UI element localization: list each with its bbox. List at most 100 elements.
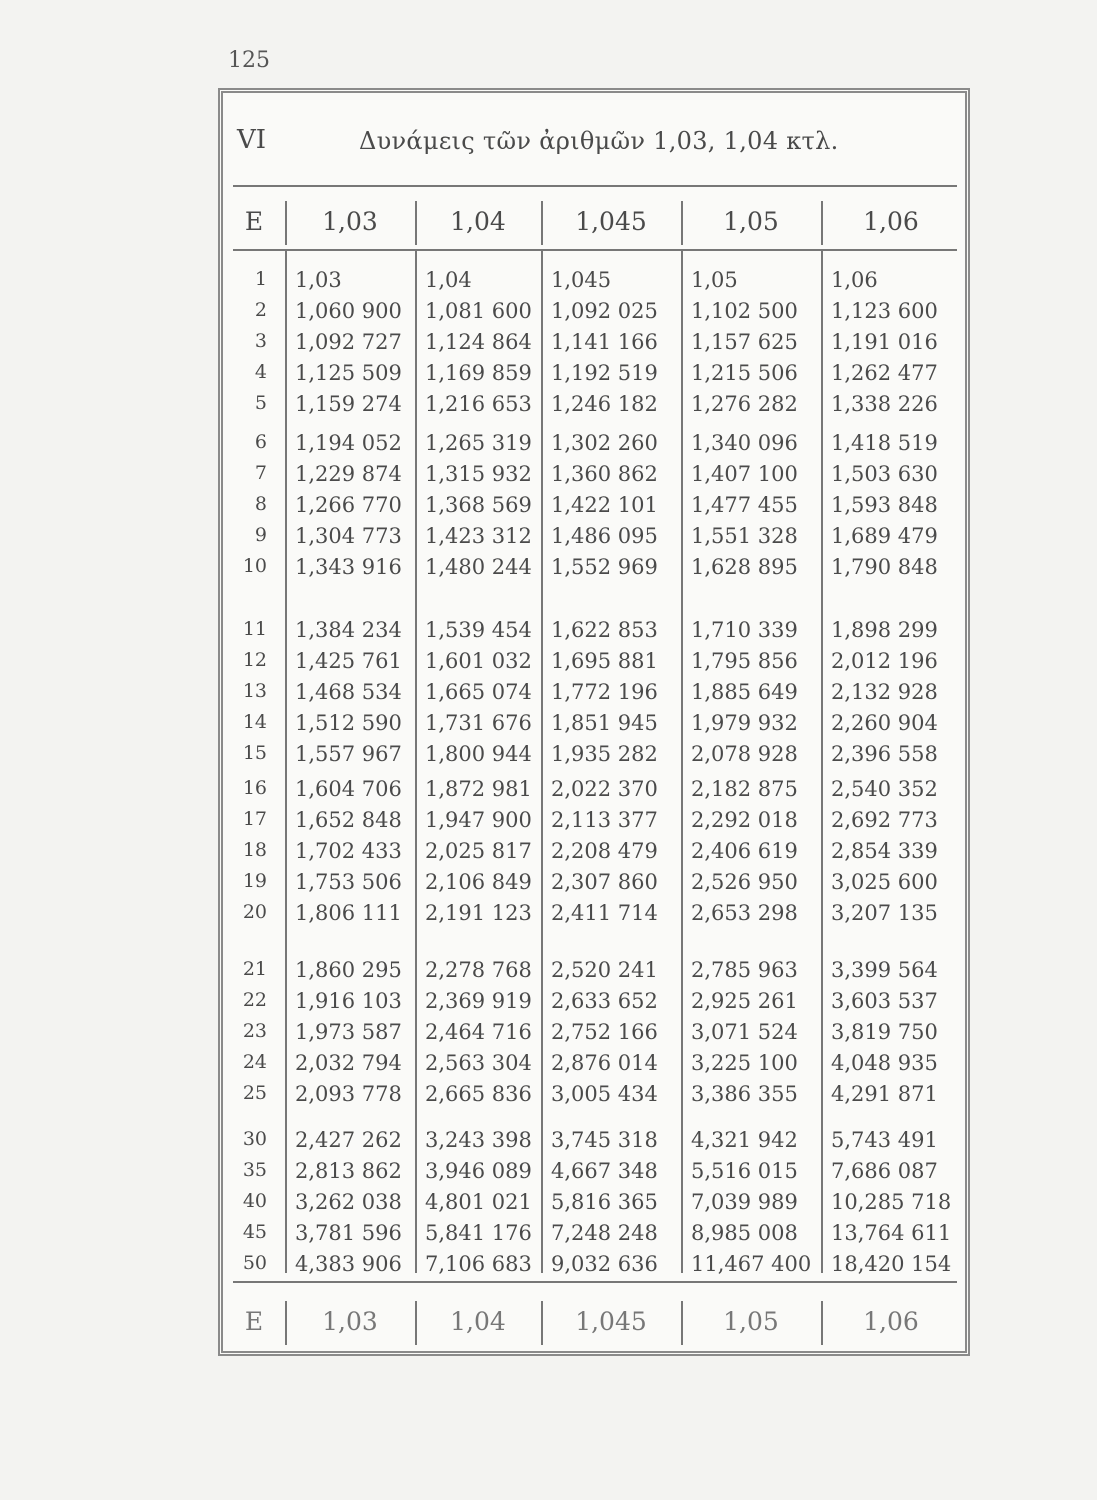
table-row: 45 3,781 596 5,841 176 7,248 248 8,985 008 13… xyxy=(223,1221,965,1251)
value-cell: 5,516 015 xyxy=(691,1159,798,1183)
header-row: E 1,03 1,04 1,045 1,05 1,06 xyxy=(223,201,965,245)
title-rule xyxy=(233,185,957,187)
value-cell: 2,563 304 xyxy=(425,1051,532,1075)
table-row: 20 1,806 111 2,191 123 2,411 714 2,653 298 3,… xyxy=(223,901,965,931)
column-header: 1,05 xyxy=(723,207,779,236)
value-cell: 3,071 524 xyxy=(691,1020,798,1044)
value-cell: 1,191 016 xyxy=(831,330,938,354)
value-cell: 7,106 683 xyxy=(425,1252,532,1276)
value-cell: 2,012 196 xyxy=(831,649,938,673)
value-cell: 2,406 619 xyxy=(691,839,798,863)
exponent-cell: 22 xyxy=(242,989,267,1011)
value-cell: 1,753 506 xyxy=(295,870,402,894)
value-cell: 13,764 611 xyxy=(831,1221,952,1245)
value-cell: 1,124 864 xyxy=(425,330,532,354)
exponent-cell: 9 xyxy=(254,524,267,546)
footer-header: E xyxy=(244,1307,264,1336)
value-cell: 1,604 706 xyxy=(295,777,402,801)
value-cell: 2,653 298 xyxy=(691,901,798,925)
table-row: 50 4,383 906 7,106 683 9,032 636 11,467 400 1… xyxy=(223,1252,965,1282)
exponent-cell: 30 xyxy=(242,1128,267,1150)
value-cell: 3,819 750 xyxy=(831,1020,938,1044)
value-cell: 2,520 241 xyxy=(551,958,658,982)
column-divider xyxy=(415,250,417,1273)
value-cell: 2,078 928 xyxy=(691,742,798,766)
value-cell: 1,229 874 xyxy=(295,462,402,486)
value-cell: 1,246 182 xyxy=(551,392,658,416)
table-row: 24 2,032 794 2,563 304 2,876 014 3,225 100 4,… xyxy=(223,1051,965,1081)
exponent-cell: 5 xyxy=(254,392,267,414)
value-cell: 1,384 234 xyxy=(295,618,402,642)
value-cell: 2,032 794 xyxy=(295,1051,402,1075)
value-cell: 3,745 318 xyxy=(551,1128,658,1152)
value-cell: 1,192 519 xyxy=(551,361,658,385)
column-divider xyxy=(541,1301,543,1345)
value-cell: 3,005 434 xyxy=(551,1082,658,1106)
exponent-cell: 14 xyxy=(242,711,267,733)
footer-row: E 1,03 1,04 1,045 1,05 1,06 xyxy=(223,1301,965,1345)
exponent-cell: 12 xyxy=(242,649,267,671)
value-cell: 2,292 018 xyxy=(691,808,798,832)
table-row: 8 1,266 770 1,368 569 1,422 101 1,477 455 1,5… xyxy=(223,493,965,523)
column-divider xyxy=(821,1301,823,1345)
exponent-cell: 10 xyxy=(242,555,267,577)
value-cell: 1,425 761 xyxy=(295,649,402,673)
value-cell: 7,686 087 xyxy=(831,1159,938,1183)
value-cell: 1,898 299 xyxy=(831,618,938,642)
value-cell: 2,369 919 xyxy=(425,989,532,1013)
table-row: 18 1,702 433 2,025 817 2,208 479 2,406 619 2,… xyxy=(223,839,965,869)
table-row: 13 1,468 534 1,665 074 1,772 196 1,885 649 2,… xyxy=(223,680,965,710)
value-cell: 7,039 989 xyxy=(691,1190,798,1214)
exponent-cell: 6 xyxy=(254,431,267,453)
value-cell: 1,215 506 xyxy=(691,361,798,385)
exponent-cell: 35 xyxy=(242,1159,267,1181)
value-cell: 1,266 770 xyxy=(295,493,402,517)
value-cell: 4,321 942 xyxy=(691,1128,798,1152)
value-cell: 3,946 089 xyxy=(425,1159,532,1183)
value-cell: 2,813 862 xyxy=(295,1159,402,1183)
value-cell: 3,262 038 xyxy=(295,1190,402,1214)
value-cell: 1,539 454 xyxy=(425,618,532,642)
value-cell: 1,628 895 xyxy=(691,555,798,579)
table-number: VI xyxy=(237,125,267,155)
value-cell: 1,480 244 xyxy=(425,555,532,579)
value-cell: 3,386 355 xyxy=(691,1082,798,1106)
table-row: 11 1,384 234 1,539 454 1,622 853 1,710 339 1,… xyxy=(223,618,965,648)
value-cell: 1,695 881 xyxy=(551,649,658,673)
exponent-cell: 3 xyxy=(254,330,267,352)
value-cell: 9,032 636 xyxy=(551,1252,658,1276)
table-row: 4 1,125 509 1,169 859 1,192 519 1,215 506 1,2… xyxy=(223,361,965,391)
value-cell: 3,207 135 xyxy=(831,901,938,925)
value-cell: 1,368 569 xyxy=(425,493,532,517)
value-cell: 1,790 848 xyxy=(831,555,938,579)
value-cell: 4,048 935 xyxy=(831,1051,938,1075)
table-row: 22 1,916 103 2,369 919 2,633 652 2,925 261 3,… xyxy=(223,989,965,1019)
value-cell: 1,652 848 xyxy=(295,808,402,832)
table-row: 12 1,425 761 1,601 032 1,695 881 1,795 856 2,… xyxy=(223,649,965,679)
value-cell: 1,04 xyxy=(425,268,472,292)
exponent-cell: 8 xyxy=(254,493,267,515)
value-cell: 1,593 848 xyxy=(831,493,938,517)
table-row: 40 3,262 038 4,801 021 5,816 365 7,039 989 10… xyxy=(223,1190,965,1220)
value-cell: 1,806 111 xyxy=(295,901,402,925)
value-cell: 8,985 008 xyxy=(691,1221,798,1245)
value-cell: 2,278 768 xyxy=(425,958,532,982)
value-cell: 1,872 981 xyxy=(425,777,532,801)
column-divider xyxy=(285,201,287,245)
exponent-cell: 2 xyxy=(254,299,267,321)
exponent-cell: 18 xyxy=(242,839,267,861)
table-row: 1 1,03 1,04 1,045 1,05 1,06 xyxy=(223,268,965,298)
value-cell: 1,216 653 xyxy=(425,392,532,416)
value-cell: 2,022 370 xyxy=(551,777,658,801)
value-cell: 1,338 226 xyxy=(831,392,938,416)
exponent-cell: 21 xyxy=(242,958,267,980)
value-cell: 2,464 716 xyxy=(425,1020,532,1044)
value-cell: 2,692 773 xyxy=(831,808,938,832)
table-title-bar: VI Δυνάμεις τῶν ἀριθμῶν 1,03, 1,04 κτλ. xyxy=(223,125,965,165)
value-cell: 1,689 479 xyxy=(831,524,938,548)
value-cell: 2,665 836 xyxy=(425,1082,532,1106)
value-cell: 1,265 319 xyxy=(425,431,532,455)
value-cell: 3,225 100 xyxy=(691,1051,798,1075)
value-cell: 1,423 312 xyxy=(425,524,532,548)
value-cell: 1,935 282 xyxy=(551,742,658,766)
